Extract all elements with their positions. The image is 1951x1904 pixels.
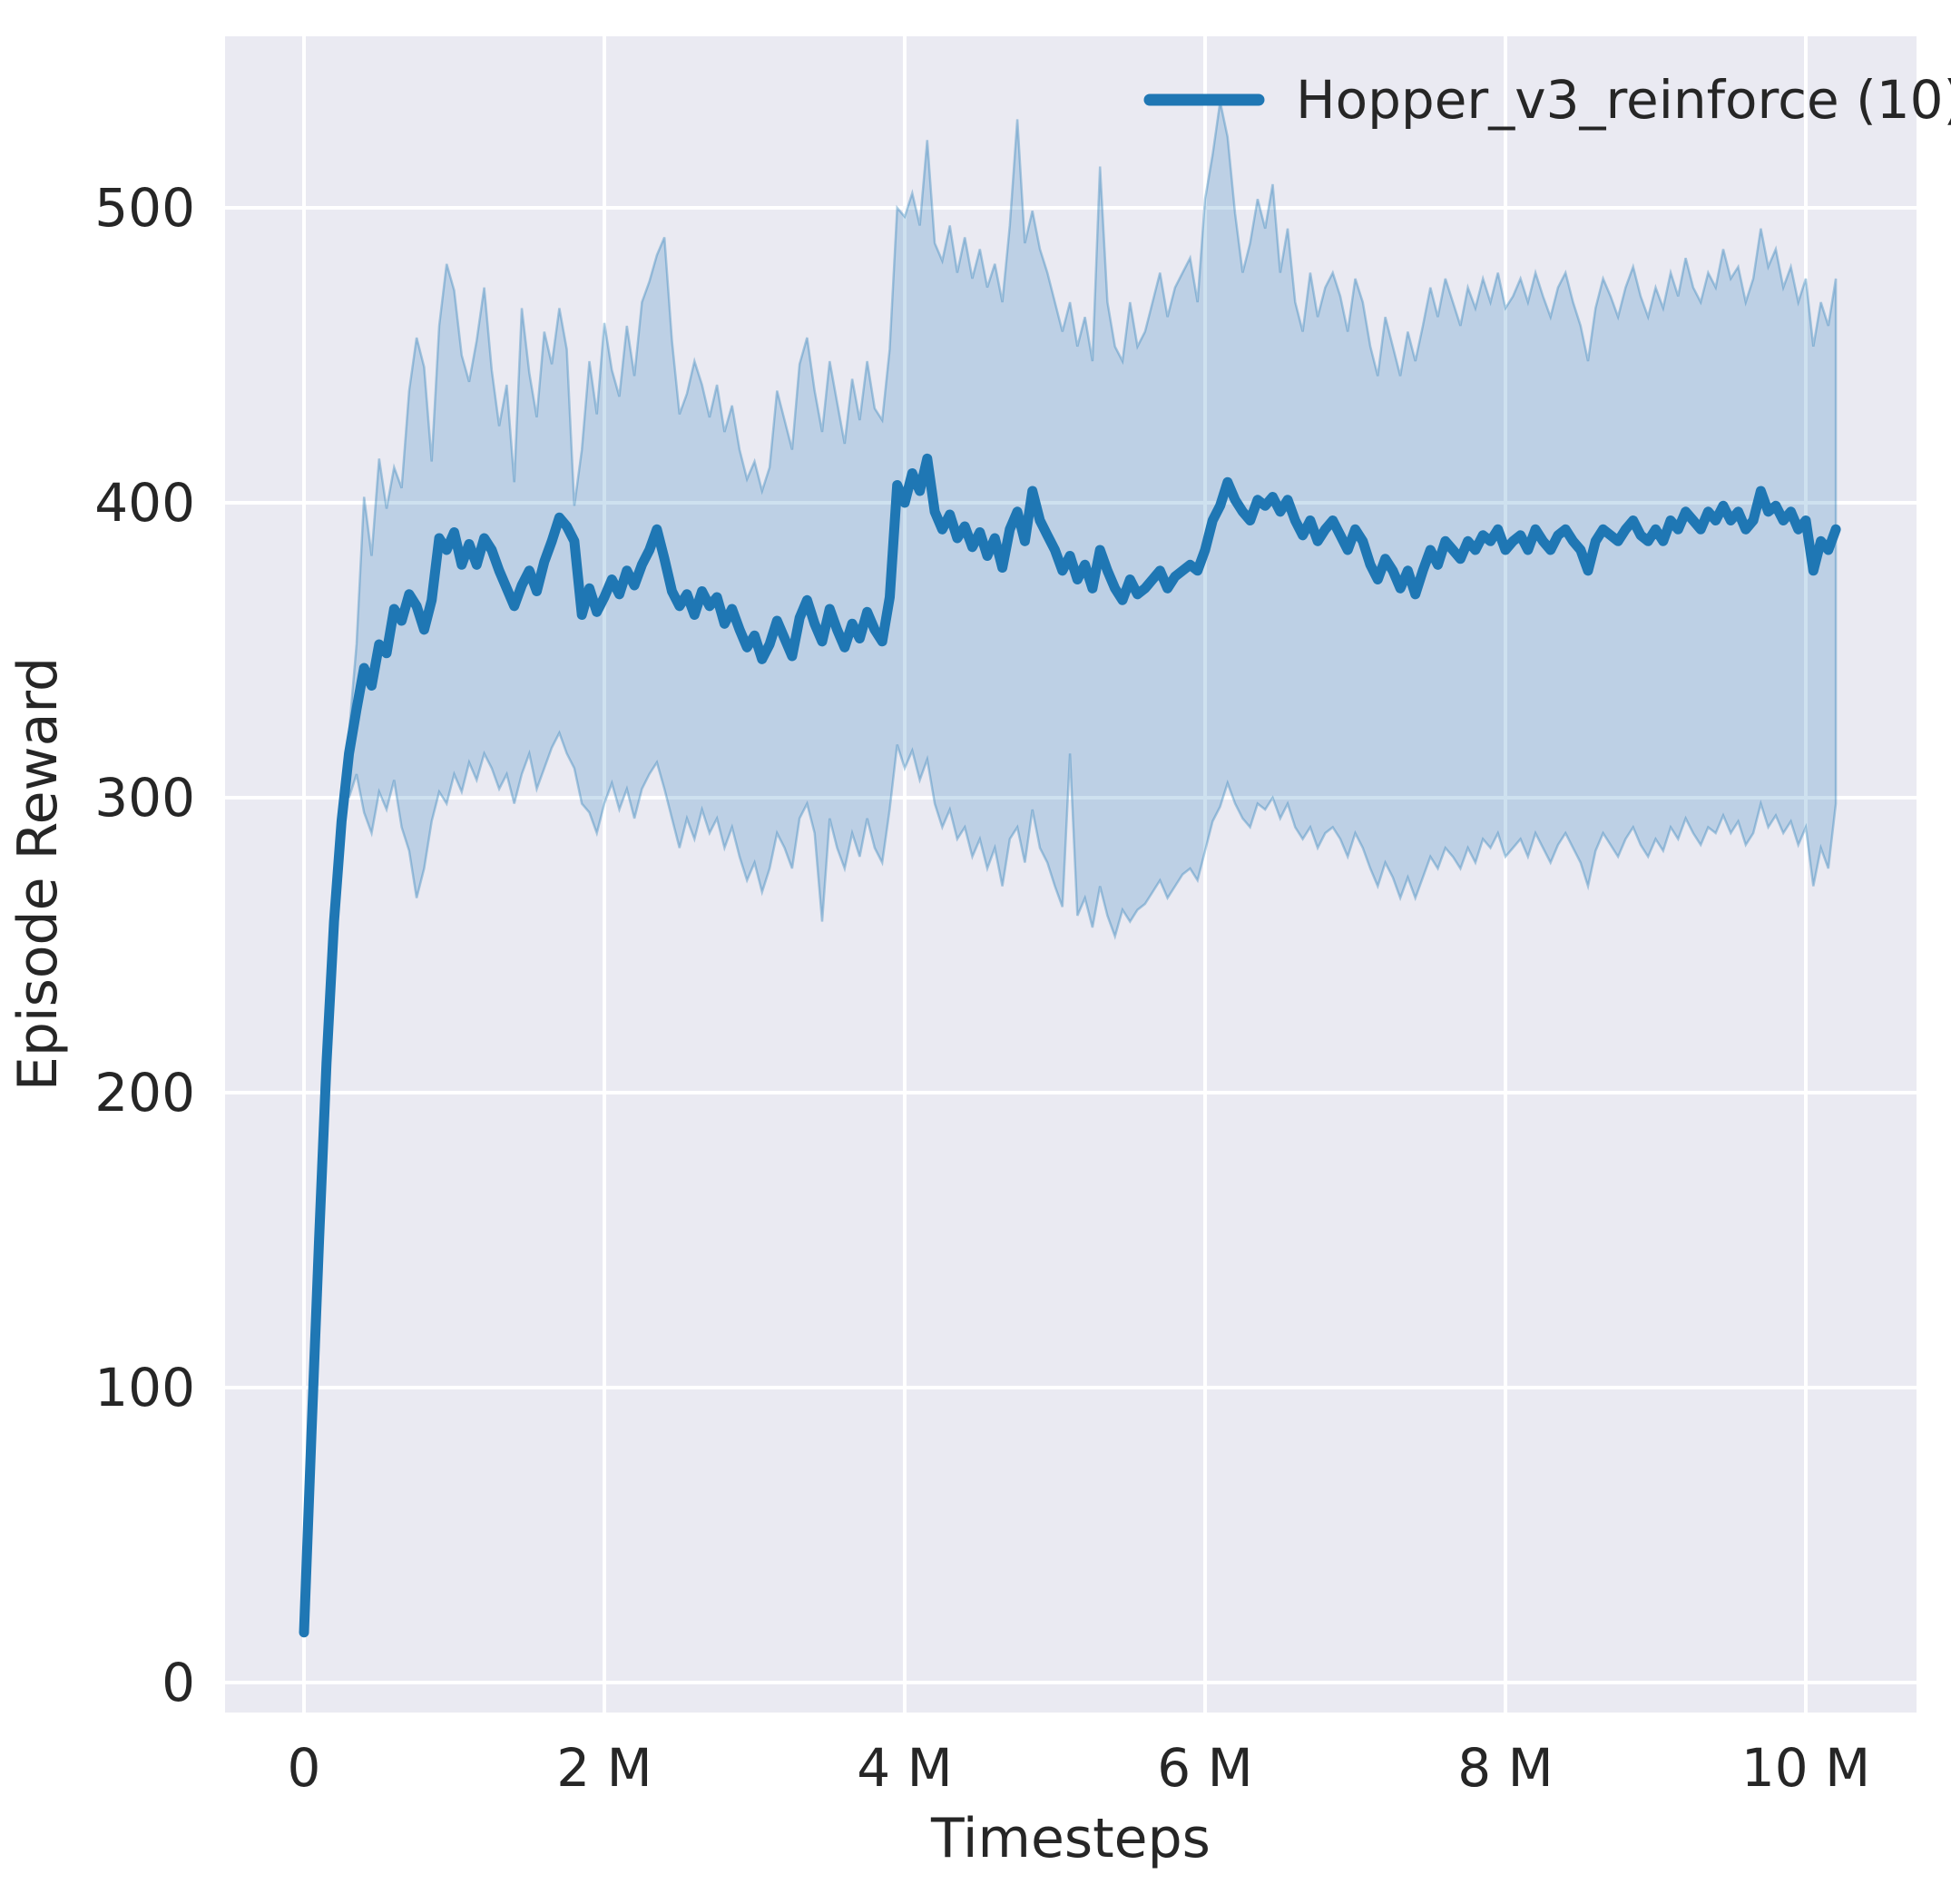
y-tick-label: 200 (94, 1062, 195, 1124)
x-tick-labels: 0 2 M 4 M 6 M 8 M 10 M (288, 1737, 1871, 1799)
x-tick-label: 6 M (1157, 1737, 1252, 1799)
y-tick-label: 100 (94, 1357, 195, 1418)
y-axis-label: Episode Reward (6, 657, 70, 1091)
vertical-gridlines (302, 36, 1808, 1713)
x-tick-label: 10 M (1741, 1737, 1870, 1799)
legend: Hopper_v3_reinforce (10) (1143, 69, 1951, 131)
y-tick-labels: 0 100 200 300 400 500 (94, 177, 195, 1713)
x-tick-label: 2 M (556, 1737, 652, 1799)
y-tick-label: 300 (94, 767, 195, 829)
x-tick-label: 8 M (1457, 1737, 1553, 1799)
mean-reward-line (299, 453, 1841, 1638)
y-tick-label: 400 (94, 472, 195, 534)
horizontal-gridlines (225, 206, 1917, 1684)
plot-area (225, 36, 1917, 1713)
y-tick-label: 500 (94, 177, 195, 239)
x-axis-label: Timesteps (930, 1807, 1211, 1870)
y-tick-label: 0 (162, 1652, 195, 1713)
x-tick-label: 4 M (857, 1737, 952, 1799)
confidence-band (348, 101, 1838, 940)
legend-label: Hopper_v3_reinforce (10) (1296, 69, 1951, 131)
x-tick-label: 0 (288, 1737, 321, 1799)
